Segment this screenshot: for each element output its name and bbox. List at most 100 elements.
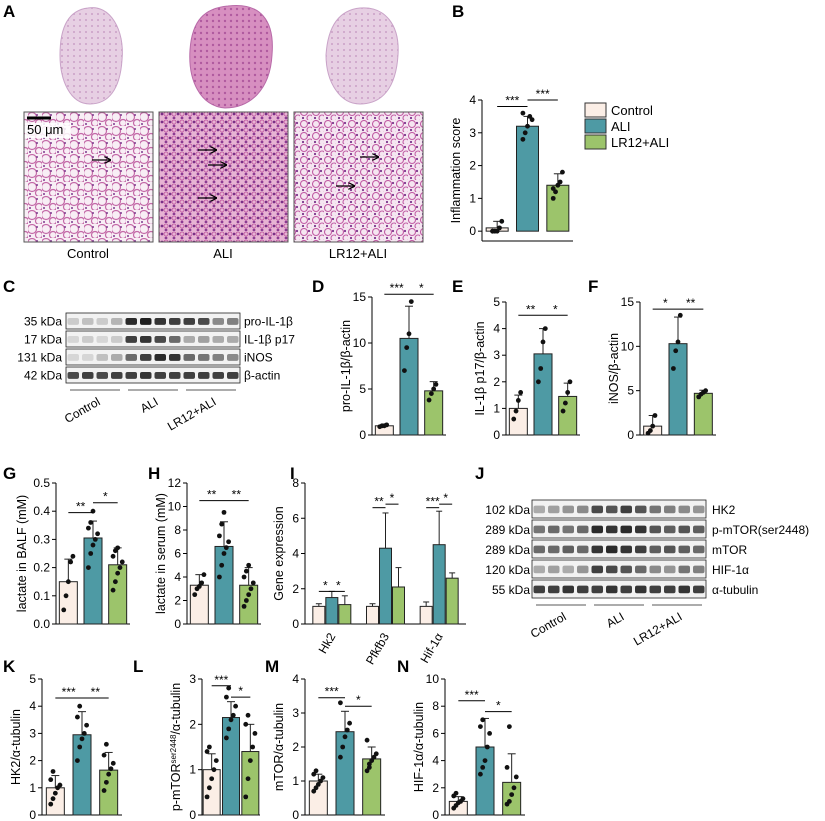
kda-label: 289 kDa: [485, 543, 530, 557]
y-tick-label: 5: [29, 672, 36, 686]
y-tick-label: 15: [621, 295, 635, 309]
y-tick-label: 3: [189, 672, 196, 686]
blot-band: [649, 505, 661, 514]
data-point: [478, 724, 483, 729]
data-point: [497, 225, 502, 231]
blot-band: [591, 565, 603, 574]
protein-label: HK2: [712, 503, 736, 517]
significance-label: **: [526, 302, 536, 316]
blot-band: [111, 318, 123, 325]
blot-band: [533, 525, 545, 534]
data-point: [315, 782, 321, 787]
y-tick-label: 12: [168, 476, 182, 490]
y-tick-label: 4: [292, 547, 299, 561]
blot-band: [577, 505, 589, 514]
data-point: [117, 565, 123, 570]
bar-gene: [445, 577, 459, 625]
panel-letter-k: K: [3, 657, 16, 676]
data-point: [115, 570, 121, 576]
y-tick-label: 2: [189, 717, 196, 731]
y-tick-label: 1: [292, 774, 299, 788]
blot-band: [591, 545, 603, 554]
bar-ali: [83, 537, 103, 625]
y-tick-label: 0.3: [33, 532, 50, 546]
data-point: [68, 559, 74, 565]
blot-band: [154, 336, 166, 343]
data-point: [61, 607, 67, 613]
blot-group-label: LR12+ALI: [165, 394, 219, 433]
blot-band: [693, 585, 705, 594]
data-point: [110, 760, 116, 766]
blot-band: [140, 336, 152, 343]
significance-label: ***: [465, 688, 479, 702]
y-axis-label: p-mTORser2448/α-tubulin: [169, 683, 183, 811]
blot-band: [111, 354, 123, 361]
data-point: [557, 179, 563, 185]
data-point: [340, 744, 346, 750]
blot-band: [577, 585, 589, 594]
data-point: [101, 752, 107, 758]
y-tick-label: 4: [469, 93, 476, 107]
data-point: [404, 345, 410, 350]
y-tick-label: 15: [353, 290, 367, 304]
y-tick-label: 0: [627, 428, 634, 442]
data-point: [106, 771, 112, 777]
blot-band: [227, 336, 239, 343]
protein-label: p-mTOR(ser2448): [712, 523, 809, 537]
y-tick-label: 0: [174, 617, 181, 631]
blot-band: [67, 318, 79, 325]
y-axis-label: lactate in BALF (mM): [15, 495, 29, 612]
significance-label: *: [553, 302, 558, 316]
data-point: [490, 228, 495, 234]
bar-lr12-ali: [424, 390, 444, 436]
bar-lr12-ali: [239, 584, 259, 625]
data-point: [219, 521, 225, 527]
data-point: [65, 579, 71, 585]
data-point: [241, 603, 247, 609]
data-point: [75, 758, 80, 763]
y-tick-label: 8: [174, 523, 181, 537]
data-point: [246, 592, 252, 598]
micrograph-lr12: [293, 111, 424, 243]
y-tick-label: 10: [168, 500, 182, 514]
data-point: [112, 579, 118, 585]
y-tick-label: 6: [174, 547, 181, 561]
data-point: [513, 408, 519, 414]
blot-band: [562, 585, 574, 594]
blot-band: [664, 585, 676, 594]
data-point: [525, 123, 530, 129]
data-point: [560, 408, 566, 414]
data-point: [70, 553, 76, 559]
data-point: [565, 390, 571, 395]
y-tick-label: 2: [493, 375, 500, 389]
blot-band: [678, 525, 690, 534]
bar-ali: [516, 125, 539, 232]
data-point: [484, 744, 490, 750]
bar-gene: [325, 597, 339, 625]
y-tick-label: 0.4: [33, 504, 50, 518]
legend: Control ALI LR12+ALI: [584, 102, 669, 150]
data-point: [196, 584, 202, 589]
y-tick-label: 1: [29, 781, 36, 795]
bar-ali: [335, 731, 355, 816]
protein-label: mTOR: [712, 543, 747, 557]
data-point: [224, 694, 229, 700]
lung-section-ali: [189, 4, 273, 109]
blot-band: [548, 565, 560, 574]
legend-swatch-control: [584, 102, 607, 118]
data-point: [119, 559, 125, 565]
data-point: [250, 580, 256, 586]
data-point: [57, 782, 63, 788]
blot-band: [591, 585, 603, 594]
y-axis-label: lactate in serum (mM): [154, 493, 168, 614]
panel-letter-j: J: [475, 464, 484, 483]
data-point: [318, 778, 324, 784]
data-point: [650, 423, 656, 429]
y-tick-label: 1: [189, 763, 196, 777]
panel-letter-l: L: [133, 657, 143, 676]
y-tick-label: 0: [493, 428, 500, 442]
data-point: [406, 331, 412, 337]
data-point: [344, 727, 350, 733]
blot-band: [591, 505, 603, 514]
